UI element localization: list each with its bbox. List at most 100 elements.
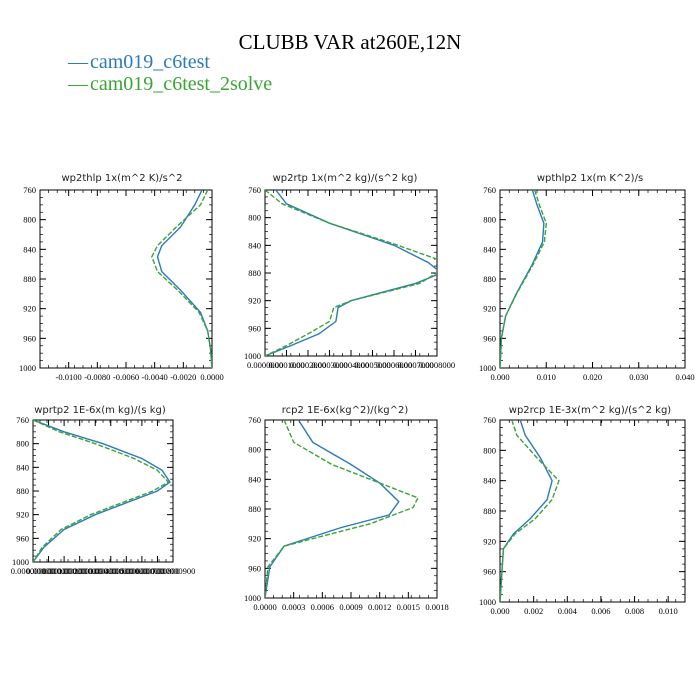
x-tick-label: 0.0012 [368, 602, 391, 612]
x-tick-label: 0.030 [629, 372, 648, 382]
series-line-1 [265, 420, 400, 598]
y-tick-label: 800 [248, 445, 261, 455]
y-tick-label: 840 [248, 474, 261, 484]
y-tick-label: 880 [23, 274, 36, 284]
series-line-1 [33, 420, 171, 562]
legend-label-2: cam019_c6test_2solve [90, 73, 272, 95]
legend-label-1: cam019_c6test [90, 51, 210, 73]
x-tick-label: 0.020 [583, 372, 602, 382]
legend-symbol-1: — [67, 51, 89, 73]
y-tick-label: 760 [483, 415, 496, 425]
series-line-2 [265, 420, 419, 598]
y-tick-label: 800 [248, 213, 261, 223]
x-tick-label: 0.000000100 [26, 566, 71, 576]
x-tick-label: 0.000000600 [104, 566, 149, 576]
x-tick-label: 0.006 [591, 606, 610, 616]
y-tick-label: 920 [483, 536, 496, 546]
y-tick-label: 920 [23, 304, 36, 314]
panel-title: wp2rtp 1x(m^2 kg)/(s^2 kg) [273, 173, 418, 184]
y-tick-label: 840 [23, 244, 36, 254]
y-tick-label: 1000 [244, 351, 261, 361]
panel-1: wp2thlp 1x(m^2 K)/s^2-0.0100 -0.0080 -0.00… [19, 173, 224, 382]
y-tick-label: 880 [16, 486, 29, 496]
x-tick-label: 0.004 [558, 606, 578, 616]
panel-5: rcp2 1E-6x(kg^2)/(kg^2) 0.0000 0.0003 0.000… [244, 405, 449, 612]
y-tick-label: 800 [23, 215, 36, 225]
x-tick-label: 0.0005000 [354, 360, 390, 370]
x-tick-label: 0.000 [490, 606, 509, 616]
y-tick-label: 960 [248, 323, 261, 333]
x-tick-label: -0.0020 [170, 372, 196, 382]
panel-2: wp2rtp 1x(m^2 kg)/(s^2 kg) 0.0000000 0.000… [244, 173, 455, 370]
y-tick-label: 960 [16, 533, 29, 543]
x-tick-label: 0.000000000 [11, 566, 56, 576]
panel-grid: wp2thlp 1x(m^2 K)/s^2-0.0100 -0.0080 -0.00… [11, 173, 695, 616]
x-tick-label: 0.000 [490, 372, 509, 382]
y-tick-label: 800 [16, 439, 29, 449]
legend-symbol-2: — [67, 73, 89, 95]
panel-title: wpthlp2 1x(m K^2)/s [537, 173, 643, 184]
y-tick-label: 880 [248, 268, 261, 278]
x-tick-label: 0.0002000 [290, 360, 326, 370]
x-tick-label: 0.0000 [253, 602, 276, 612]
x-tick-label: 0.000000400 [73, 566, 118, 576]
series-line-2 [500, 420, 560, 602]
y-tick-label: 920 [248, 296, 261, 306]
x-tick-label: 0.010 [659, 606, 678, 616]
series-line-2 [33, 420, 170, 562]
x-tick-label: -0.0040 [142, 372, 168, 382]
x-tick-label: 0.010 [537, 372, 556, 382]
x-tick-label: 0.000000800 [135, 566, 180, 576]
figure-title: CLUBB VAR at260E,12N [239, 30, 462, 54]
y-tick-label: 1000 [479, 363, 496, 373]
x-tick-label: 0.000000900 [151, 566, 196, 576]
panel-title: wp2rcp 1E-3x(m^2 kg)/(s^2 kg) [509, 405, 672, 416]
y-tick-label: 800 [483, 445, 496, 455]
x-tick-label: 0.0004000 [333, 360, 369, 370]
y-tick-label: 840 [16, 462, 29, 472]
y-tick-label: 760 [16, 415, 29, 425]
y-tick-label: 840 [483, 476, 496, 486]
y-tick-label: 1000 [19, 363, 36, 373]
legend: — cam019_c6test — cam019_c6test_2solve [67, 51, 272, 95]
y-tick-label: 920 [16, 510, 29, 520]
y-tick-label: 920 [248, 534, 261, 544]
x-tick-label: 0.008 [625, 606, 644, 616]
y-tick-label: 960 [483, 567, 496, 577]
y-tick-label: 760 [483, 185, 496, 195]
x-tick-label: 0.0006000 [376, 360, 412, 370]
panel-title: wp2thlp 1x(m^2 K)/s^2 [61, 173, 182, 184]
x-tick-label: 0.0018 [425, 602, 448, 612]
y-tick-label: 760 [248, 415, 261, 425]
x-tick-label: 0.0003 [282, 602, 305, 612]
x-tick-label: 0.0003000 [311, 360, 347, 370]
x-tick-label: 0.0000 [200, 372, 223, 382]
y-tick-label: 840 [483, 244, 496, 254]
x-tick-label: 0.0007000 [397, 360, 433, 370]
x-tick-label: 0.0006 [311, 602, 334, 612]
x-tick-label: -0.0060 [113, 372, 139, 382]
x-tick-label: 0.002 [524, 606, 543, 616]
y-tick-label: 760 [248, 185, 261, 195]
x-tick-label: 0.0008000 [419, 360, 455, 370]
series-line-1 [500, 190, 545, 368]
series-line-2 [500, 190, 548, 368]
x-tick-label: 0.0009 [339, 602, 362, 612]
y-tick-label: 1000 [244, 593, 261, 603]
y-tick-label: 960 [248, 563, 261, 573]
x-tick-label: -0.0100 [56, 372, 82, 382]
series-line-2 [265, 190, 437, 356]
y-tick-label: 800 [483, 215, 496, 225]
y-tick-label: 960 [23, 333, 36, 343]
y-tick-label: 960 [483, 333, 496, 343]
y-tick-label: 760 [23, 185, 36, 195]
x-tick-label: 0.000000300 [57, 566, 102, 576]
panel-3: wpthlp2 1x(m K^2)/s 0.000 0.010 0.020 0.030 0… [479, 173, 695, 382]
x-tick-label: 0.000000700 [120, 566, 165, 576]
x-tick-label: 0.0000000 [247, 360, 283, 370]
y-tick-label: 880 [483, 274, 496, 284]
y-tick-label: 1000 [12, 557, 29, 567]
panel-title: rcp2 1E-6x(kg^2)/(kg^2) [282, 405, 409, 416]
